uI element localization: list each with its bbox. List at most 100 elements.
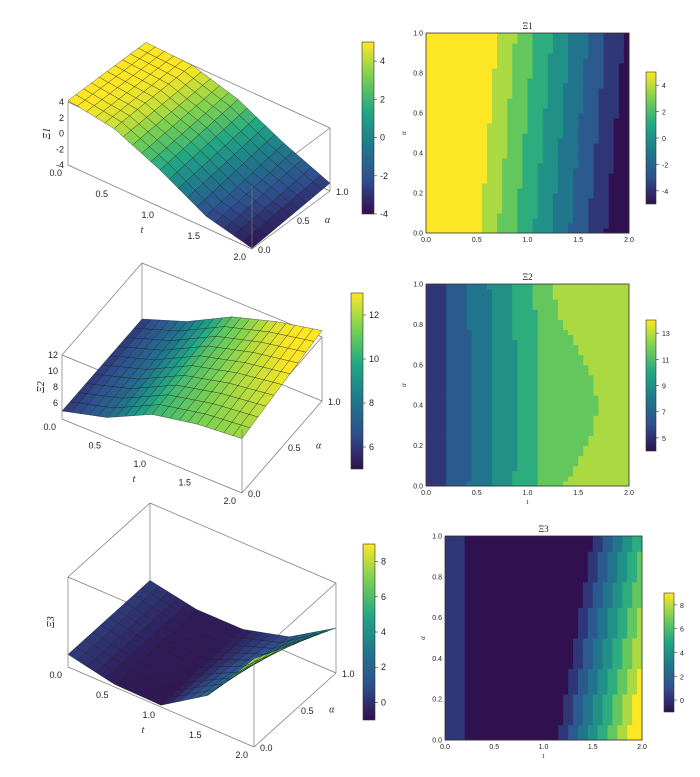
contour-cell [552,213,559,219]
contour-cell [466,314,473,320]
contour-cell [504,724,510,731]
contour-cell [512,198,518,204]
contour-cell [464,592,471,598]
contour-cell [548,719,554,726]
contour-cell [512,339,518,346]
contour-cell [532,153,539,159]
contour-cell [598,349,605,356]
contour-cell [456,470,463,477]
contour-cell [466,324,473,330]
contour-cell [441,33,447,39]
contour-cell [563,128,569,134]
contour-cell [613,183,620,189]
contour-cell [436,138,442,144]
contour-cell [608,93,615,99]
contour-cell [618,359,625,366]
contour-cell [557,193,564,199]
contour-cell [502,334,508,341]
contour-cell [553,638,559,644]
contour-cell [431,158,437,164]
contour-cell [538,648,544,654]
contour-cell [603,359,610,366]
contour-cell [573,425,579,431]
contour-cell [517,208,523,214]
contour-cell [441,284,447,290]
contour-cell [517,93,523,99]
contour-cell [532,58,539,64]
contour-cell [486,440,493,447]
contour-cell [436,410,442,416]
contour-cell [461,440,468,447]
contour-cell [568,324,574,330]
contour-cell [481,480,488,487]
contour-cell [563,592,569,598]
contour-cell [499,632,505,639]
contour-cell [454,576,461,583]
contour-cell [552,63,559,69]
contour-cell [451,93,457,99]
contour-cell [573,354,579,361]
contour-cell [499,597,505,603]
contour-cell [461,304,468,310]
contour-cell [459,566,466,573]
contour-cell [618,475,625,482]
contour-cell [507,213,513,219]
contour-cell [431,148,437,154]
contour-cell [454,607,461,613]
contour-cell [461,324,468,330]
contour-cell [446,435,452,442]
contour-cell [499,734,505,741]
contour-cell [552,319,559,325]
contour-cell [563,390,569,396]
contour-cell [613,379,620,386]
contour-cell [436,178,442,184]
contour-cell [502,218,508,224]
contour-cell [512,450,518,457]
contour-cell [598,450,605,457]
contour-cell [563,607,569,613]
contour-cell [431,48,437,54]
contour-cell [431,359,437,366]
contour-cell [441,213,447,219]
contour-cell [504,658,510,664]
contour-cell [497,218,503,224]
contour-cell [608,440,615,447]
contour-cell [588,223,594,229]
contour-cell [557,188,564,194]
x-tick-label: 1.5 [573,490,583,497]
contour-cell [563,53,569,59]
contour-cell [517,374,523,381]
contour-cell [557,73,564,79]
contour-cell [476,73,483,79]
contour-cell [548,643,554,649]
contour-cell [502,364,508,371]
contour-cell [563,643,569,649]
contour-cell [583,183,589,189]
contour-cell [583,294,589,300]
contour-cell [578,450,584,457]
contour-cell [558,714,564,721]
contour-cell [593,475,600,482]
contour-cell [547,430,554,436]
contour-cell [504,561,510,568]
contour-cell [436,455,442,462]
contour-cell [558,683,564,690]
contour-cell [608,208,615,214]
contour-cell [522,480,528,487]
contour-cell [512,213,518,219]
contour-cell [608,339,615,346]
contour-cell [538,709,544,715]
contour-cell [608,284,615,290]
contour-cell [568,344,574,351]
contour-cell [479,678,485,685]
contour-cell [588,38,594,44]
contour-cell [507,193,513,199]
contour-cell [446,415,452,421]
contour-cell [486,103,493,109]
contour-cell [603,395,610,401]
contour-cell [494,638,500,644]
contour-cell [563,699,569,705]
contour-cell [469,576,476,583]
contour-cell [454,622,461,629]
contour-cell [469,571,476,578]
